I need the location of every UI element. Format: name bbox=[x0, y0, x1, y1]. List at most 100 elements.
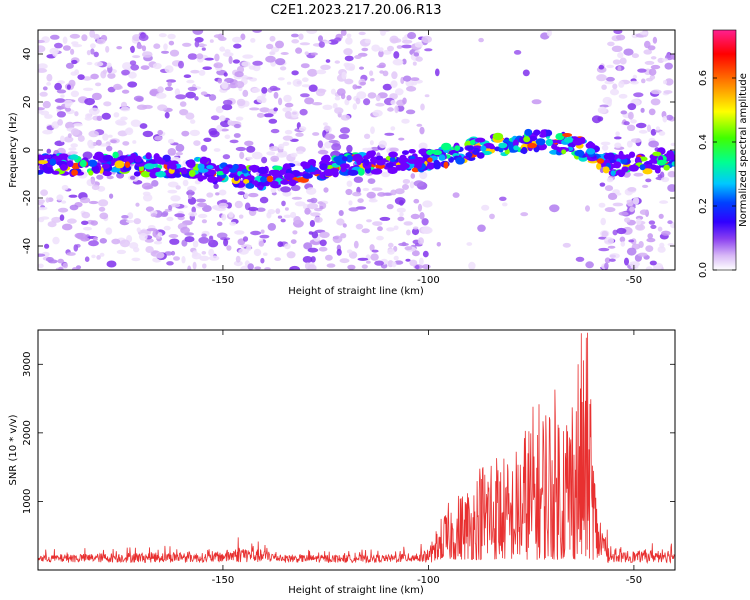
spectrogram-cell bbox=[80, 197, 91, 204]
spectrogram-cell bbox=[201, 251, 207, 255]
spectrogram-cell bbox=[88, 107, 100, 116]
spectrogram-cell bbox=[129, 46, 134, 51]
spectrogram-cell bbox=[304, 51, 309, 55]
spectrogram-cell bbox=[306, 30, 318, 34]
spectrogram-cell bbox=[125, 127, 134, 135]
spectrogram-cell bbox=[180, 226, 191, 234]
spectrogram-cell bbox=[309, 220, 315, 227]
colorbar-ticks: 0.0 0.2 0.4 0.6 bbox=[698, 70, 736, 278]
spectrogram-cell bbox=[597, 106, 607, 114]
spectrogram-cell bbox=[326, 263, 336, 268]
spectrogram-cell bbox=[306, 187, 317, 195]
spectrogram-cell bbox=[224, 49, 231, 54]
spectrogram-cell bbox=[223, 238, 229, 247]
spectrogram-cell bbox=[631, 53, 640, 59]
spectrogram-cell bbox=[160, 212, 168, 217]
spectrogram-cell bbox=[648, 68, 657, 76]
spectrogram-cell bbox=[54, 98, 66, 103]
spectrogram-cell bbox=[93, 51, 99, 58]
spectrogram-cell bbox=[336, 218, 345, 226]
spectrogram-cell bbox=[614, 142, 622, 149]
spectrogram-cell bbox=[188, 211, 198, 217]
spectrogram-cell bbox=[66, 84, 71, 90]
spectrogram-cell bbox=[623, 48, 634, 56]
spectrogram-cell bbox=[345, 188, 353, 196]
spectrogram-cell bbox=[146, 228, 158, 232]
spectrogram-cell bbox=[624, 257, 629, 266]
spectrogram-cell bbox=[376, 235, 384, 241]
spectrogram-cell bbox=[44, 243, 50, 249]
spectrogram-cell bbox=[273, 107, 279, 112]
figure-title: C2E1.2023.217.20.06.R13 bbox=[270, 3, 441, 18]
spectrogram-cell bbox=[356, 91, 367, 99]
spectrogram-cell bbox=[646, 124, 652, 132]
spectrogram-cell bbox=[317, 201, 324, 205]
spectrogram-cell bbox=[598, 236, 607, 240]
spectrogram-cell bbox=[340, 114, 351, 121]
spectrogram-signal-cell bbox=[87, 159, 98, 167]
spectrogram-cell bbox=[213, 34, 223, 39]
spectrogram-cell bbox=[267, 223, 276, 231]
spectrogram-cell bbox=[218, 202, 229, 209]
spectrogram-cell bbox=[91, 184, 100, 191]
spectrogram-cell bbox=[185, 112, 195, 120]
spectrogram-cell bbox=[259, 234, 270, 239]
spectrogram-cell bbox=[49, 47, 59, 55]
spectrogram-cell bbox=[284, 111, 292, 119]
spectrogram-cell bbox=[136, 227, 141, 233]
spectrogram-signal-cell bbox=[102, 163, 110, 169]
spectrogram-cell bbox=[135, 202, 140, 207]
spectrogram-cell bbox=[101, 112, 112, 120]
spectrogram-cell bbox=[306, 199, 315, 203]
spectrogram-cell bbox=[284, 129, 293, 135]
spectrogram-cell bbox=[612, 229, 618, 236]
spectrogram-cell bbox=[80, 236, 90, 242]
spectrogram-cell bbox=[139, 123, 148, 129]
spectrogram-cell bbox=[229, 139, 239, 144]
spectrogram-cell bbox=[630, 80, 639, 85]
spectrogram-cell bbox=[243, 192, 249, 199]
spectrogram-cell bbox=[618, 211, 629, 216]
spectrogram-cell bbox=[615, 192, 622, 196]
spectrogram-cell bbox=[466, 242, 473, 246]
spectrogram-cell bbox=[135, 97, 144, 102]
spectrogram-cell bbox=[209, 39, 214, 43]
spectrogram-cell bbox=[203, 137, 212, 142]
spectrogram-cell bbox=[275, 40, 284, 49]
spectrogram-cell bbox=[489, 213, 495, 220]
spectrogram-xlabel: Height of straight line (km) bbox=[288, 286, 424, 297]
spectrogram-cell bbox=[70, 71, 78, 76]
spectrogram-cell bbox=[358, 31, 366, 36]
spectrogram-cell bbox=[341, 71, 347, 80]
spectrogram-cell bbox=[477, 224, 486, 232]
spectrogram-cell bbox=[499, 196, 507, 201]
spectrogram-cell bbox=[194, 96, 199, 101]
spectrogram-cell bbox=[100, 70, 107, 79]
spectrogram-cell bbox=[630, 265, 639, 269]
spectrogram-cell bbox=[130, 64, 140, 71]
spectrogram-cell bbox=[98, 199, 109, 207]
spectrogram-cell bbox=[629, 206, 635, 212]
spectrogram-signal-cell bbox=[94, 151, 104, 159]
spectrogram-cell bbox=[54, 42, 63, 49]
spectrogram-cell bbox=[198, 43, 208, 47]
spectrogram-cell bbox=[263, 113, 274, 118]
spectrogram-cell bbox=[325, 254, 333, 261]
spectrogram-cell bbox=[643, 49, 652, 55]
spectrogram-cell bbox=[270, 155, 280, 162]
spectrogram-cell bbox=[142, 51, 153, 58]
spectrogram-cell bbox=[649, 260, 657, 266]
spectrogram-cell bbox=[282, 135, 293, 141]
spectrogram-cell bbox=[632, 197, 640, 205]
spectrogram-cell bbox=[154, 135, 163, 141]
spectrogram-cell bbox=[639, 209, 649, 215]
spectrogram-cell bbox=[422, 264, 431, 270]
spectrogram-cell bbox=[179, 109, 189, 116]
spectrogram-signal-cell bbox=[49, 158, 57, 166]
spectrogram-signal-cell bbox=[577, 149, 584, 158]
spectrogram-cell bbox=[260, 229, 265, 234]
spectrogram-cell bbox=[244, 140, 254, 146]
spectrogram-signal-cell bbox=[352, 153, 363, 162]
spectrogram-cell bbox=[198, 69, 206, 76]
spectrogram-cell bbox=[166, 261, 174, 266]
